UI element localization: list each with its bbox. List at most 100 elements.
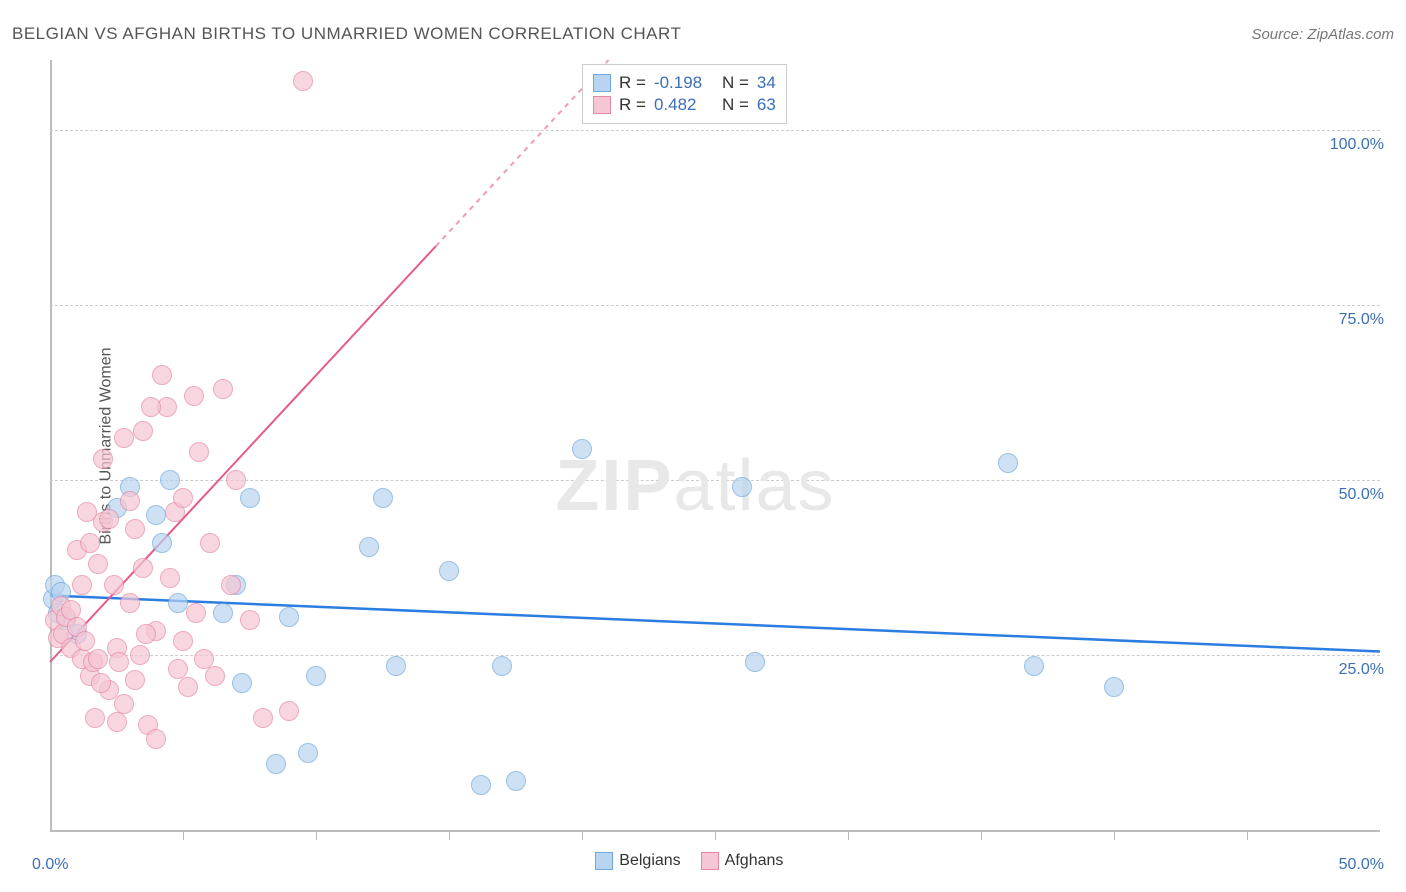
stats-r-label: R =	[619, 73, 646, 93]
data-point	[152, 533, 172, 553]
data-point	[221, 575, 241, 595]
data-point	[279, 701, 299, 721]
legend-swatch	[593, 74, 611, 92]
x-tick	[981, 830, 982, 840]
data-point	[99, 509, 119, 529]
data-point	[1104, 677, 1124, 697]
data-point	[240, 610, 260, 630]
x-tick	[449, 830, 450, 840]
legend-swatch	[595, 852, 613, 870]
data-point	[80, 533, 100, 553]
chart-source: Source: ZipAtlas.com	[1251, 26, 1394, 43]
data-point	[439, 561, 459, 581]
data-point	[306, 666, 326, 686]
data-point	[125, 519, 145, 539]
data-point	[130, 645, 150, 665]
legend: Belgians Afghans	[595, 852, 783, 870]
data-point	[226, 470, 246, 490]
data-point	[359, 537, 379, 557]
data-point	[298, 743, 318, 763]
data-point	[186, 603, 206, 623]
data-point	[492, 656, 512, 676]
data-point	[88, 649, 108, 669]
data-point	[146, 729, 166, 749]
data-point	[133, 558, 153, 578]
data-point	[72, 575, 92, 595]
data-point	[213, 379, 233, 399]
chart-header: BELGIAN VS AFGHAN BIRTHS TO UNMARRIED WO…	[12, 24, 1394, 44]
data-point	[386, 656, 406, 676]
data-point	[266, 754, 286, 774]
data-point	[168, 659, 188, 679]
stats-r-value: -0.198	[654, 73, 714, 93]
data-point	[373, 488, 393, 508]
legend-swatch	[593, 96, 611, 114]
data-point	[1024, 656, 1044, 676]
data-point	[75, 631, 95, 651]
chart-area: 25.0%50.0%75.0%100.0%0.0%50.0%ZIPatlasR …	[50, 60, 1380, 830]
x-tick	[582, 830, 583, 840]
data-point	[160, 568, 180, 588]
x-tick	[1247, 830, 1248, 840]
data-point	[109, 652, 129, 672]
x-tick	[848, 830, 849, 840]
data-point	[120, 491, 140, 511]
legend-swatch	[701, 852, 719, 870]
stats-r-value: 0.482	[654, 95, 714, 115]
data-point	[104, 575, 124, 595]
data-point	[189, 442, 209, 462]
data-point	[213, 603, 233, 623]
x-tick	[316, 830, 317, 840]
data-point	[173, 488, 193, 508]
legend-item: Belgians	[595, 852, 680, 870]
stats-n-value: 34	[757, 73, 776, 93]
data-point	[152, 365, 172, 385]
stats-r-label: R =	[619, 95, 646, 115]
x-tick	[1114, 830, 1115, 840]
data-point	[125, 670, 145, 690]
data-point	[173, 631, 193, 651]
x-tick-label: 50.0%	[1339, 856, 1384, 874]
legend-label: Belgians	[619, 852, 680, 869]
data-point	[107, 712, 127, 732]
data-point	[133, 421, 153, 441]
data-point	[200, 533, 220, 553]
data-point	[293, 71, 313, 91]
trend-lines	[50, 60, 1380, 830]
data-point	[85, 708, 105, 728]
legend-item: Afghans	[701, 852, 784, 870]
x-tick	[715, 830, 716, 840]
data-point	[88, 554, 108, 574]
data-point	[91, 673, 111, 693]
data-point	[114, 694, 134, 714]
stats-row: R = -0.198 N = 34	[593, 73, 776, 93]
data-point	[745, 652, 765, 672]
data-point	[279, 607, 299, 627]
chart-title: BELGIAN VS AFGHAN BIRTHS TO UNMARRIED WO…	[12, 24, 681, 44]
data-point	[184, 386, 204, 406]
data-point	[146, 505, 166, 525]
x-tick-label: 0.0%	[32, 856, 68, 874]
data-point	[120, 593, 140, 613]
stats-n-value: 63	[757, 95, 776, 115]
data-point	[93, 449, 113, 469]
data-point	[732, 477, 752, 497]
stats-n-label: N =	[722, 73, 749, 93]
data-point	[471, 775, 491, 795]
data-point	[240, 488, 260, 508]
stats-n-label: N =	[722, 95, 749, 115]
legend-label: Afghans	[725, 852, 784, 869]
x-tick	[183, 830, 184, 840]
data-point	[178, 677, 198, 697]
data-point	[114, 428, 134, 448]
data-point	[136, 624, 156, 644]
data-point	[253, 708, 273, 728]
stats-box: R = -0.198 N = 34 R = 0.482 N = 63	[582, 64, 787, 124]
data-point	[998, 453, 1018, 473]
data-point	[168, 593, 188, 613]
data-point	[232, 673, 252, 693]
data-point	[160, 470, 180, 490]
data-point	[141, 397, 161, 417]
data-point	[572, 439, 592, 459]
plot-area: 25.0%50.0%75.0%100.0%0.0%50.0%ZIPatlasR …	[50, 60, 1380, 830]
